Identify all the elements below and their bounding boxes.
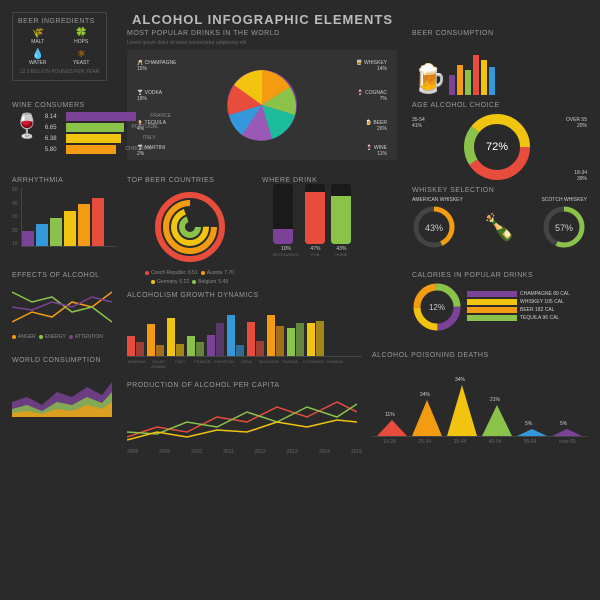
beer-bar — [449, 75, 455, 95]
age-center: 72% — [486, 141, 508, 153]
poisoning-panel: ALCOHOL POISONING DEATHS 11%24%34%21%5%5… — [372, 352, 587, 445]
whiskey-right-label: SCOTCH WHISKEY — [541, 197, 587, 203]
popular-pie-icon — [222, 65, 302, 145]
world-area-icon — [12, 367, 112, 417]
world-cons-panel: WORLD CONSUMPTION — [12, 357, 117, 419]
where-drink-panel: WHERE DRINK 10%RESTAURANT47%PUB43%HOME — [262, 177, 362, 257]
arr-title: ARRHYTHMIA — [12, 177, 117, 184]
beer-cons-title: BEER CONSUMPTION — [412, 30, 587, 37]
ingredient-malt: 🌾MALT — [18, 28, 58, 45]
wine-title: WINE CONSUMERS — [12, 102, 117, 109]
topbeer-donut-icon — [150, 187, 230, 267]
cal-title: CALORIES IN POPULAR DRINKS — [412, 272, 587, 279]
pois-title: ALCOHOL POISONING DEATHS — [372, 352, 587, 359]
alcoholism-panel: ALCOHOLISM GROWTH DYNAMICS ARMENIASAUDI … — [127, 292, 362, 369]
effects-panel: EFFECTS OF ALCOHOL ANGERENERGYATTENTION — [12, 272, 117, 340]
whiskey-right-donut-icon: 57% — [542, 205, 587, 250]
arr-yaxis: 5040302010 — [12, 187, 18, 247]
ingredients-footer: 12.3 BILLION POUNDS PER YEAR — [18, 69, 101, 75]
main-title: ALCOHOL INFOGRAPHIC ELEMENTS — [132, 12, 588, 27]
beer-bar — [473, 55, 479, 95]
pie-label-whiskey: 🥃 WHISKEY14% — [356, 60, 387, 72]
svg-text:57%: 57% — [555, 223, 573, 233]
svg-text:12%: 12% — [429, 303, 445, 312]
beer-bottle-icon: 🍺 — [412, 62, 447, 95]
ingredients-title: BEER INGREDIENTS — [18, 18, 101, 25]
pie-label-cognac: 🍷 COGNAC7% — [357, 90, 387, 102]
world-title: WORLD CONSUMPTION — [12, 357, 117, 364]
whiskey-panel: WHISKEY SELECTION AMERICAN WHISKEY SCOTC… — [412, 187, 587, 250]
age-title: AGE ALCOHOL CHOICE — [412, 102, 587, 109]
topbeer-title: TOP BEER COUNTRIES — [127, 177, 252, 184]
pie-label-beer: 🍺 BEER26% — [366, 120, 387, 132]
whiskey-bottle-icon: 🍾 — [483, 212, 515, 243]
where-title: WHERE DRINK — [262, 177, 362, 184]
calories-panel: CALORIES IN POPULAR DRINKS 12% CHAMPAGNE… — [412, 272, 587, 332]
prod-lines-icon — [127, 392, 357, 447]
beer-ingredients-panel: BEER INGREDIENTS 🌾MALT 🍀HOPS 💧WATER ⚛YEA… — [12, 12, 107, 81]
cal-donut-icon: 12% — [412, 282, 462, 332]
arrhythmia-panel: ARRHYTHMIA 5040302010 — [12, 177, 117, 247]
beer-consumption-panel: BEER CONSUMPTION 🍺 — [412, 30, 587, 95]
popular-title: MOST POPULAR DRINKS IN THE WORLD — [127, 30, 397, 37]
top-beer-panel: TOP BEER COUNTRIES Czech Republic8.51Aus… — [127, 177, 252, 285]
effects-title: EFFECTS OF ALCOHOL — [12, 272, 117, 279]
alc-title: ALCOHOLISM GROWTH DYNAMICS — [127, 292, 362, 299]
wine-bottle-icon: 🍷 — [12, 112, 42, 156]
age-seg-2: 18-3439% — [574, 170, 587, 182]
beer-bar — [465, 70, 471, 95]
beer-bar — [489, 67, 495, 95]
production-panel: PRODUCTION OF ALCOHOL PER CAPITA 2008200… — [127, 382, 362, 455]
age-choice-panel: AGE ALCOHOL CHOICE 35-5441% OVER 5520% 1… — [412, 102, 587, 182]
ingredient-water: 💧WATER — [18, 49, 58, 66]
beer-bar — [481, 60, 487, 95]
age-seg-1: OVER 5520% — [566, 117, 587, 129]
whiskey-left-label: AMERICAN WHISKEY — [412, 197, 463, 203]
whiskey-left-donut-icon: 43% — [412, 205, 457, 250]
ingredient-hops: 🍀HOPS — [62, 28, 102, 45]
popular-drinks-panel: MOST POPULAR DRINKS IN THE WORLD Lorem i… — [127, 30, 397, 160]
prod-title: PRODUCTION OF ALCOHOL PER CAPITA — [127, 382, 362, 389]
pie-label-vodka: 🍸 VODKA18% — [137, 90, 162, 102]
pie-label-champagne: 🥂 CHAMPAGNE15% — [137, 60, 176, 72]
popular-subtitle: Lorem ipsum dolor sit amet consectetur a… — [127, 40, 397, 46]
ingredient-yeast: ⚛YEAST — [62, 49, 102, 66]
beer-bar — [457, 65, 463, 95]
wine-consumers-panel: WINE CONSUMERS 🍷 8.14FRANCE6.65PORTUGAL6… — [12, 102, 117, 156]
effects-lines-icon — [12, 282, 112, 332]
whiskey-title: WHISKEY SELECTION — [412, 187, 587, 194]
pie-label-wine: 🍷 WINE11% — [366, 145, 387, 157]
age-seg-0: 35-5441% — [412, 117, 425, 129]
svg-text:43%: 43% — [425, 223, 443, 233]
